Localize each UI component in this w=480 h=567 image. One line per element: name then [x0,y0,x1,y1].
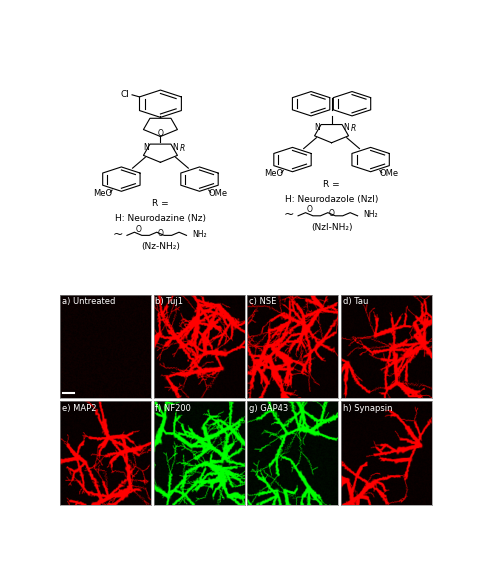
Text: O: O [306,205,312,214]
Text: O: O [157,229,163,238]
Text: O: O [157,129,163,138]
Text: N: N [343,123,349,132]
Text: g) GAP43: g) GAP43 [249,404,288,413]
Text: R =: R = [152,200,169,209]
Text: H: Neurodazole (Nzl): H: Neurodazole (Nzl) [285,194,378,204]
Text: O: O [329,209,335,218]
Text: OMe: OMe [380,170,399,179]
Text: R: R [351,124,356,133]
Text: e) MAP2: e) MAP2 [61,404,96,413]
Text: H: Neurodazine (Nz): H: Neurodazine (Nz) [115,214,206,223]
Text: R =: R = [323,180,340,189]
Text: Cl: Cl [120,90,129,99]
Text: d) Tau: d) Tau [343,297,368,306]
Text: OMe: OMe [208,189,228,198]
Text: N: N [172,143,178,152]
Text: (Nz-NH₂): (Nz-NH₂) [141,243,180,251]
Text: MeO: MeO [93,189,112,198]
Text: MeO: MeO [264,170,284,179]
Text: ~: ~ [112,228,123,241]
Text: a) Untreated: a) Untreated [61,297,115,306]
Text: N: N [143,143,149,152]
Text: h) Synapsin: h) Synapsin [343,404,392,413]
Text: b) Tuj1: b) Tuj1 [155,297,183,306]
Text: NH₂: NH₂ [363,210,378,219]
Text: f) NF200: f) NF200 [155,404,191,413]
Text: NH₂: NH₂ [192,230,207,239]
Text: c) NSE: c) NSE [249,297,276,306]
Text: O: O [135,225,141,234]
Text: R: R [180,144,185,153]
Text: N: N [314,123,320,132]
Text: ~: ~ [284,208,294,221]
Text: (Nzl-NH₂): (Nzl-NH₂) [311,223,352,232]
